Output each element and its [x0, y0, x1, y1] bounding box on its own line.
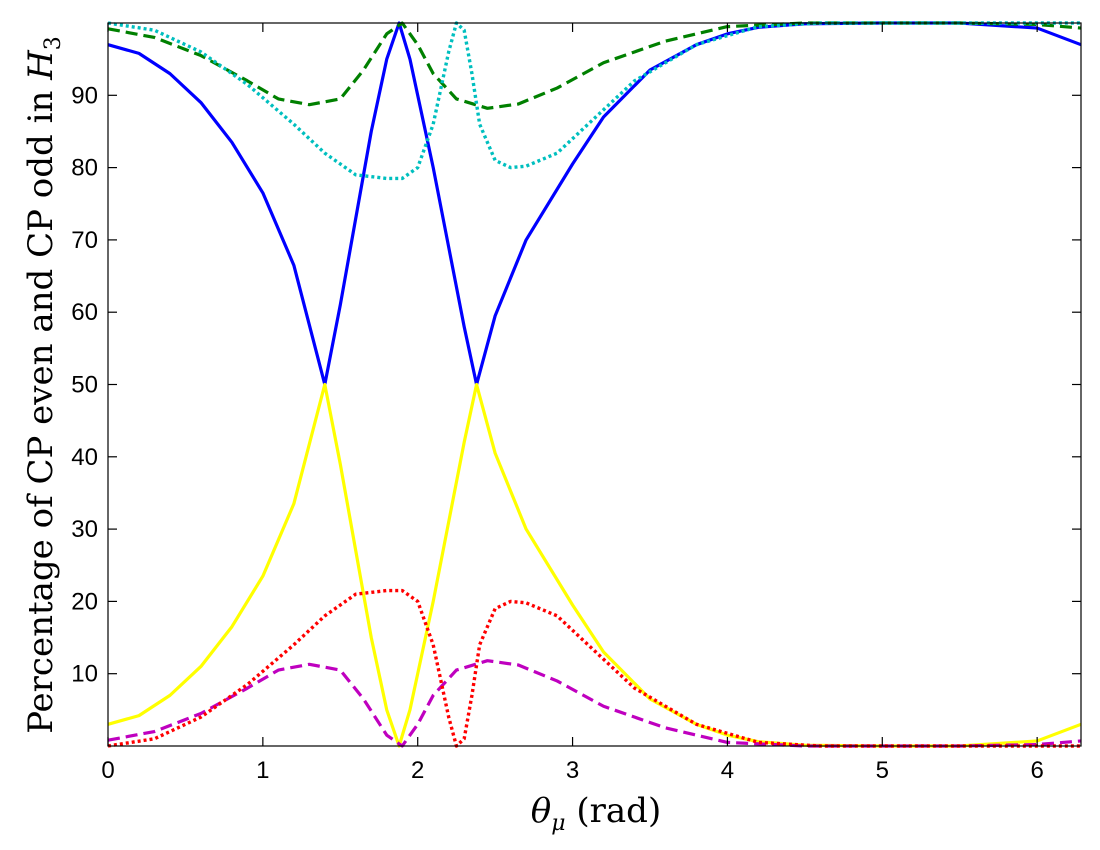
x-tick-label: 2 [411, 757, 424, 784]
y-tick-label: 60 [71, 299, 98, 326]
series-line-1 [107, 21, 1082, 387]
x-tick-label: 4 [721, 757, 734, 784]
series-line-6 [107, 588, 1081, 748]
y-tick-label: 90 [71, 82, 98, 109]
y-tick-label: 70 [71, 227, 98, 254]
y-tick-label: 80 [71, 155, 98, 182]
x-tick-label: 3 [566, 757, 579, 784]
series-line-5 [107, 21, 1081, 181]
y-tick-label: 20 [71, 588, 98, 615]
x-tick-label: 5 [876, 757, 889, 784]
x-axis-label: θμ (rad) [531, 791, 661, 836]
y-tick-label: 30 [71, 516, 98, 543]
tick-layer: 0 1 2 3 4 5 6 10 20 30 40 50 60 70 80 90 [71, 23, 1081, 784]
x-tick-label: 1 [256, 757, 269, 784]
y-axis-label: Percentage of CP even and CP odd in H3 [21, 36, 66, 734]
x-tick-label: 6 [1030, 757, 1043, 784]
x-tick-label: 0 [101, 757, 114, 784]
y-tick-label: 50 [71, 372, 98, 399]
series-line-2 [107, 382, 1082, 748]
y-tick-label: 40 [71, 444, 98, 471]
y-tick-label: 10 [71, 661, 98, 688]
